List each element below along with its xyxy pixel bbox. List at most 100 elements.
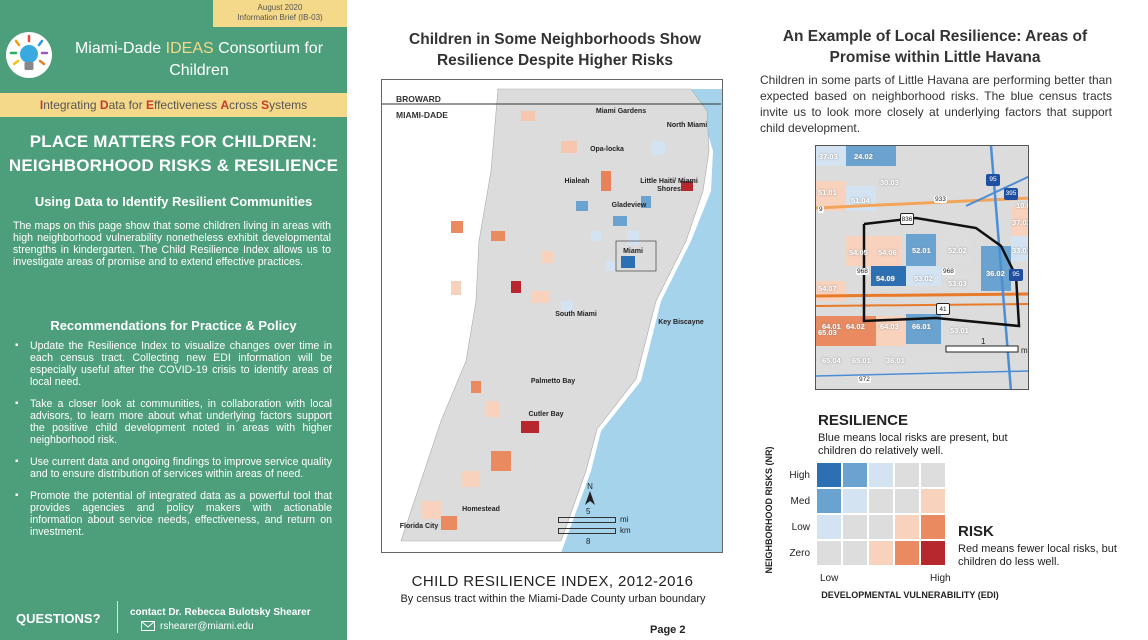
resilience-heading: RESILIENCE bbox=[818, 412, 909, 429]
legend-cell bbox=[869, 489, 893, 513]
section1-heading: Using Data to Identify Resilient Communi… bbox=[34, 194, 313, 209]
place-label: Key Biscayne bbox=[658, 319, 704, 326]
scale-km-value: 8 bbox=[586, 537, 591, 546]
mail-icon bbox=[141, 621, 155, 631]
tract-label: 37.03 bbox=[819, 152, 838, 161]
road-label: 968 bbox=[856, 268, 869, 275]
x-low-label: Low bbox=[820, 573, 839, 584]
place-label: Hialeah bbox=[564, 178, 590, 185]
place-label: Florida City bbox=[399, 523, 439, 530]
y-tick-label: Low bbox=[791, 522, 810, 533]
legend-cell bbox=[817, 515, 841, 539]
tract-label: 53.03 bbox=[948, 279, 967, 288]
road-label: 933 bbox=[934, 196, 947, 203]
scale-km-unit: km bbox=[620, 526, 631, 535]
road-label: 9 bbox=[818, 206, 824, 213]
scale-bar-km bbox=[558, 528, 616, 534]
tract-label: 10.01 bbox=[1016, 201, 1028, 210]
tract-label: 54.05 bbox=[849, 248, 868, 257]
legend-cell bbox=[869, 463, 893, 487]
legend-cell bbox=[869, 541, 893, 565]
tract-label: 36.01 bbox=[886, 356, 905, 365]
highway-shield-icon: 95 bbox=[986, 174, 1000, 186]
highway-shield-icon: 395 bbox=[1004, 188, 1018, 200]
legend-cell bbox=[895, 515, 919, 539]
tract-label: 54.07 bbox=[818, 284, 837, 293]
tagline-word: ystems bbox=[269, 98, 308, 112]
north-arrow-icon: N bbox=[584, 482, 596, 507]
index-title: CHILD RESILIENCE INDEX, 2012-2016 bbox=[411, 573, 694, 590]
place-label: Palmetto Bay bbox=[530, 378, 576, 385]
main-title: PLACE MATTERS FOR CHILDREN: NEIGHBORHOOD… bbox=[8, 132, 339, 175]
legend-cell bbox=[895, 463, 919, 487]
road-label: 972 bbox=[858, 376, 871, 383]
legend-cell bbox=[921, 489, 945, 513]
recommendation-item: Use current data and ongoing findings to… bbox=[14, 456, 332, 480]
tract-label: 65.03 bbox=[818, 328, 837, 337]
index-subtitle: By census tract within the Miami-Dade Co… bbox=[400, 593, 706, 605]
right-title: An Example of Local Resilience: Areas of… bbox=[782, 28, 1088, 66]
tagline-initial: I bbox=[39, 98, 44, 112]
contact-email-link[interactable]: rshearer@miami.edu bbox=[160, 621, 254, 632]
tagline-initial: A bbox=[220, 98, 230, 112]
y-tick-label: Zero bbox=[789, 548, 810, 559]
recommendation-item: Update the Resilience Index to visualize… bbox=[14, 340, 332, 388]
brief-date: August 2020 bbox=[257, 3, 303, 12]
place-label: South Miami bbox=[555, 311, 597, 318]
legend-grid bbox=[817, 463, 947, 569]
legend-cell bbox=[921, 541, 945, 565]
x-axis-label: DEVELOPMENTAL VULNERABILITY (EDI) bbox=[821, 590, 999, 600]
section1-text: The maps on this page show that some chi… bbox=[13, 220, 331, 268]
scale-mi-value: 5 bbox=[586, 507, 591, 516]
lh-scale-value: 1 bbox=[981, 337, 986, 346]
page-number: Page 2 bbox=[650, 624, 686, 636]
tract-label: 64.03 bbox=[880, 322, 899, 331]
tract-label: 53.01 bbox=[950, 326, 969, 335]
legend-cell bbox=[921, 463, 945, 487]
org-name-highlight: IDEAS bbox=[165, 40, 214, 57]
tract-label: 66.01 bbox=[912, 322, 931, 331]
lightbulb-logo-icon bbox=[6, 32, 52, 78]
org-name: Miami-Dade IDEAS Consortium for Children bbox=[74, 40, 324, 79]
tract-label: 51.01 bbox=[818, 188, 837, 197]
place-label: Homestead bbox=[462, 506, 500, 513]
y-tick-label: High bbox=[789, 470, 810, 481]
right-text: Children in some parts of Little Havana … bbox=[760, 73, 1112, 135]
recommendation-item: Take a closer look at communities, in co… bbox=[14, 398, 332, 446]
tract-label: 52.01 bbox=[912, 246, 931, 255]
miami-dade-resilience-map: BROWARD MIAMI-DADE Miami Gardens North Mi… bbox=[381, 79, 723, 553]
tract-label: 64.02 bbox=[846, 322, 865, 331]
road-label: 968 bbox=[942, 268, 955, 275]
place-label: Little Haiti/ Miami Shores bbox=[640, 178, 698, 193]
risk-heading: RISK bbox=[958, 523, 994, 540]
highway-shield-icon: 95 bbox=[1009, 269, 1023, 281]
tract-label: 53.02 bbox=[914, 274, 933, 283]
recommendation-list: Update the Resilience Index to visualize… bbox=[14, 340, 332, 548]
county-label-miami-dade: MIAMI-DADE bbox=[396, 110, 448, 120]
scale-mi-unit: mi bbox=[620, 515, 629, 524]
tagline-initial: E bbox=[145, 98, 154, 112]
x-high-label: High bbox=[930, 573, 951, 584]
place-label: North Miami bbox=[666, 122, 708, 129]
brief-tag: August 2020 Information Brief (IB-03) bbox=[213, 0, 347, 27]
little-havana-map: 37.03 24.02 30.03 51.01 51.04 54.05 54.06 52.01… bbox=[815, 145, 1029, 390]
brief-label: Information Brief (IB-03) bbox=[237, 13, 323, 22]
divider bbox=[117, 601, 118, 633]
contact-name: contact Dr. Rebecca Bulotsky Shearer bbox=[130, 607, 311, 618]
legend-cell bbox=[895, 489, 919, 513]
risk-description: Red means fewer local risks, but childre… bbox=[958, 543, 1117, 568]
tract-label: 52.02 bbox=[948, 246, 967, 255]
tagline-initial: S bbox=[261, 98, 270, 112]
legend-cell bbox=[817, 463, 841, 487]
place-label: Cutler Bay bbox=[528, 411, 564, 418]
tract-label: 51.04 bbox=[851, 196, 870, 205]
place-label: Miami bbox=[623, 248, 643, 255]
highway-shield-icon: 41 bbox=[936, 303, 950, 315]
place-label: Opa-locka bbox=[590, 146, 624, 153]
legend-cell bbox=[817, 489, 841, 513]
legend-cell bbox=[869, 515, 893, 539]
sidebar: August 2020 Information Brief (IB-03) Mi… bbox=[0, 0, 347, 640]
lh-scale-unit: mi bbox=[1021, 346, 1029, 355]
tract-label: 24.02 bbox=[854, 152, 873, 161]
highway-shield-icon: 836 bbox=[900, 213, 914, 225]
